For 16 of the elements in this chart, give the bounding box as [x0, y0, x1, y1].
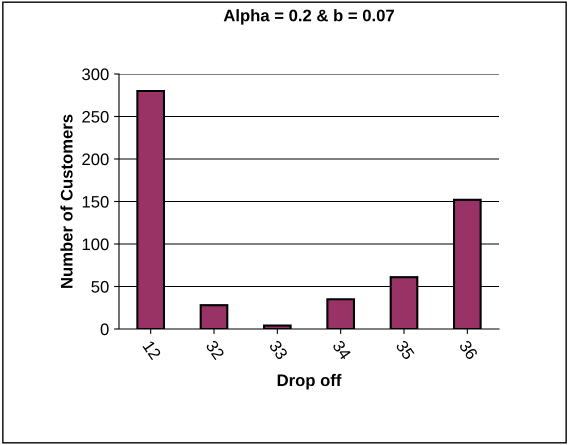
y-tick-label: 250 [82, 110, 109, 123]
y-tick-label: 50 [91, 280, 109, 293]
y-tick-label: 150 [82, 196, 109, 208]
chart-title: Alpha = 0.2 & b = 0.07 [224, 9, 394, 25]
x-tick-label: 32 [205, 339, 225, 360]
y-tick-label: 100 [82, 238, 109, 250]
x-axis-title: Drop off [278, 374, 342, 390]
x-tick-label: 33 [268, 339, 288, 360]
x-tick-label: 34 [332, 339, 352, 361]
y-tick-label: 0 [100, 323, 109, 336]
y-axis-title: Number of Customers [60, 114, 73, 288]
y-tick-label: 200 [82, 153, 109, 166]
x-tick-label: 12 [142, 340, 162, 360]
x-tick-label: 35 [395, 339, 415, 360]
y-tick-label: 300 [82, 68, 109, 80]
x-tick-label: 36 [458, 339, 478, 360]
